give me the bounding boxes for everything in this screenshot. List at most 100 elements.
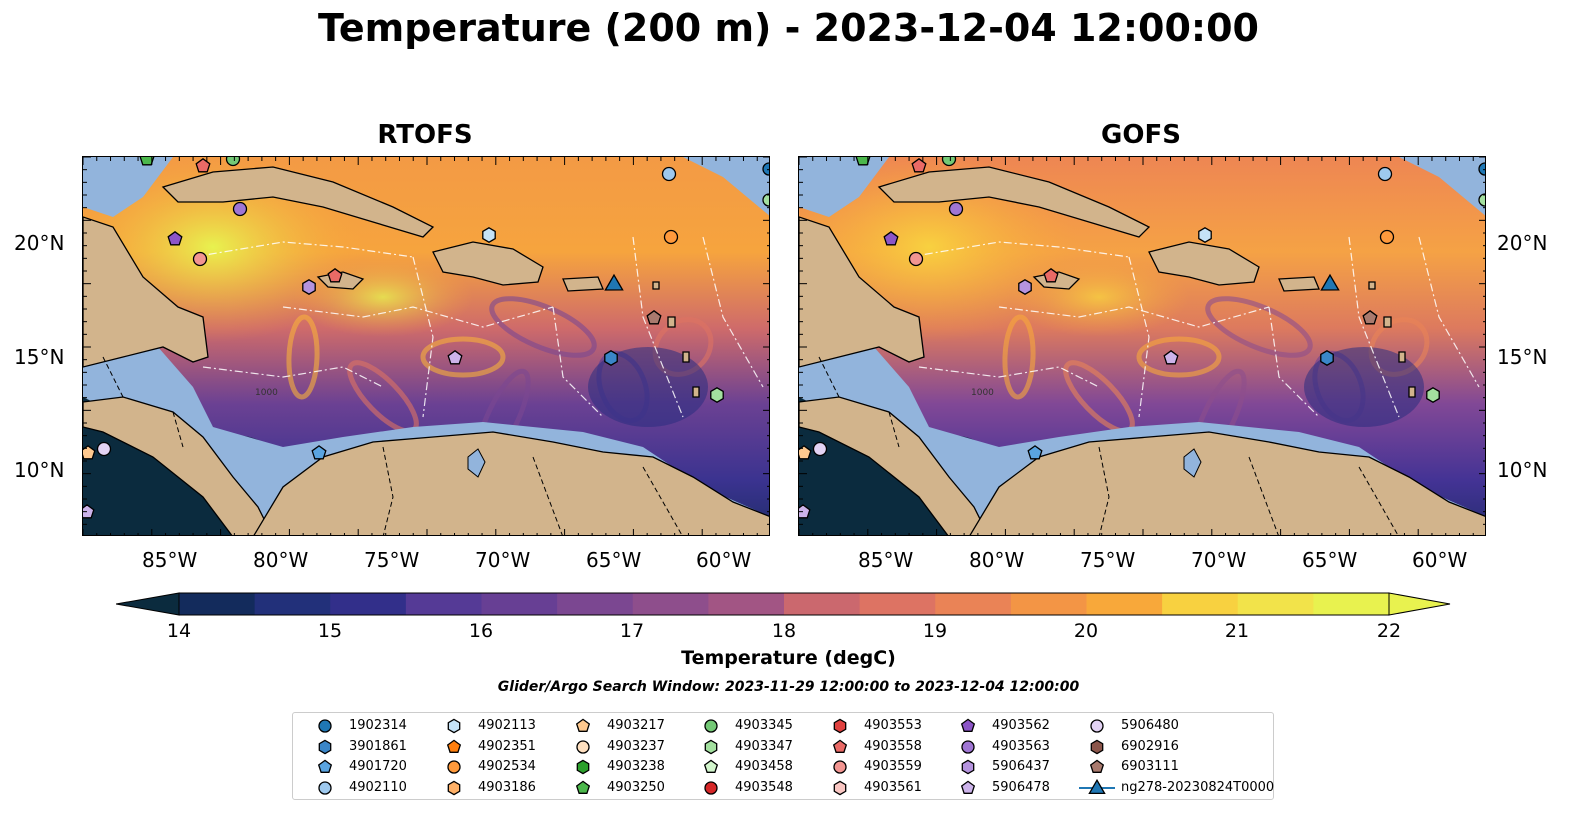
legend-label: 4903238 — [607, 759, 665, 774]
float-marker-4903217 — [83, 445, 96, 460]
legend-label: 5906437 — [992, 759, 1050, 774]
colorbar-segment — [784, 593, 861, 615]
legend-pentagon-icon — [703, 759, 719, 773]
lon-tick-right-75w: 75°W — [1080, 548, 1136, 572]
float-marker-5906478 — [447, 349, 463, 365]
maritime-boundary — [412, 256, 434, 418]
legend-circle-icon — [1090, 719, 1104, 733]
circle-marker-icon — [318, 780, 332, 795]
legend-label: 4903563 — [992, 738, 1050, 754]
colorbar-segment — [859, 593, 936, 615]
float-marker-4903563 — [948, 201, 964, 217]
lon-tick-right-70w: 70°W — [1191, 548, 1247, 572]
pentagon-marker-icon — [446, 739, 462, 753]
circle-marker-icon — [704, 719, 718, 733]
eddy-swirl — [420, 336, 506, 378]
float-marker-3901861 — [604, 350, 618, 366]
float-marker-1902314 — [762, 162, 769, 176]
float-marker-5906437 — [302, 279, 316, 295]
legend-pentagon-icon — [317, 759, 333, 773]
legend-label: 4902110 — [349, 779, 407, 795]
landmass — [877, 166, 1151, 238]
lake — [467, 448, 486, 478]
colorbar-segment — [1313, 593, 1390, 615]
float-marker-4903345 — [225, 157, 241, 167]
float-marker-6903111 — [646, 309, 662, 325]
lat-tick-right-10n: 10°N — [1497, 458, 1548, 482]
maritime-boundary — [918, 366, 1100, 388]
landmass — [1148, 241, 1260, 286]
float-marker-4902534 — [1379, 229, 1395, 245]
legend-label: 6902916 — [1121, 738, 1179, 754]
legend-circle-icon — [704, 780, 718, 795]
shallow-shelf — [683, 157, 769, 216]
pentagon-marker-icon — [317, 759, 333, 773]
lat-tick-left-10n: 10°N — [14, 458, 65, 482]
colorbar-segment — [935, 593, 1012, 615]
colorbar-segment — [557, 593, 634, 615]
float-marker-4902110 — [1377, 166, 1393, 182]
legend-hexagon-icon — [833, 718, 847, 734]
float-marker-4903250 — [139, 157, 155, 166]
landmass — [1408, 386, 1416, 398]
colorbar-tick: 21 — [1224, 620, 1250, 642]
colorbar-segment — [1086, 593, 1163, 615]
land-border — [642, 466, 683, 535]
shallow-shelf — [83, 157, 173, 217]
colorbar-segment — [708, 593, 785, 615]
colorbar-tick: 19 — [922, 620, 948, 642]
colorbar-segment — [1237, 593, 1314, 615]
colorbar-extend-low — [116, 592, 180, 616]
land-border — [382, 446, 394, 535]
maritime-boundary — [1128, 256, 1150, 418]
float-marker-5906480 — [812, 441, 828, 457]
eddy-swirl — [1205, 296, 1313, 358]
lon-tick-right-85w: 85°W — [858, 548, 914, 572]
legend-label: 4903558 — [864, 738, 922, 754]
colorbar-segment — [330, 593, 407, 615]
landmass — [83, 216, 209, 368]
panel-title-gofs: GOFS — [1101, 120, 1181, 150]
lat-tick-left-20n: 20°N — [14, 231, 65, 255]
float-marker-4903217 — [799, 445, 812, 460]
lon-tick-left-70w: 70°W — [475, 548, 531, 572]
float-marker-5906478 — [1163, 349, 1179, 365]
legend-circle-icon — [576, 739, 590, 754]
landmass — [969, 431, 1485, 535]
colorbar-tick: 22 — [1376, 620, 1402, 642]
eddy-swirl — [489, 296, 597, 358]
land-border — [888, 411, 900, 448]
colorbar-tick: 14 — [166, 620, 192, 642]
float-marker-4901720 — [1027, 445, 1043, 460]
hexagon-marker-icon — [576, 759, 590, 775]
legend-pentagon-icon — [832, 739, 848, 753]
landmass — [682, 351, 690, 363]
legend-label: 4903561 — [864, 779, 922, 795]
legend-hexagon-icon — [576, 759, 590, 775]
glider-marker-ng278-20230824T0000 — [604, 273, 624, 291]
maritime-boundary — [1418, 236, 1480, 388]
circle-marker-icon — [576, 739, 590, 754]
float-marker-4903558 — [911, 157, 927, 173]
hexagon-marker-icon — [1090, 739, 1104, 754]
colorbar-segment — [1162, 593, 1239, 615]
panel-title-rtofs: RTOFS — [377, 120, 473, 150]
landmass — [1368, 281, 1376, 290]
colorbar-label: Temperature (degC) — [681, 647, 896, 669]
lat-tick-right-15n: 15°N — [1497, 345, 1548, 369]
lon-tick-left-85w: 85°W — [142, 548, 198, 572]
legend-label: 4903458 — [735, 759, 793, 774]
lake — [1183, 448, 1202, 478]
land-border — [1098, 446, 1110, 535]
hexagon-marker-icon — [833, 718, 847, 734]
float-marker-4903347 — [710, 387, 724, 403]
colorbar-tick: 20 — [1073, 620, 1099, 642]
float-marker-4902113 — [482, 227, 496, 243]
landmass — [692, 386, 700, 398]
contour-label: 1000 — [255, 388, 278, 398]
land-border — [1358, 466, 1399, 535]
colorbar-extend-high — [1388, 592, 1451, 616]
colorbar-segment — [481, 593, 558, 615]
maritime-boundary — [632, 236, 684, 418]
maritime-boundary — [552, 306, 604, 418]
